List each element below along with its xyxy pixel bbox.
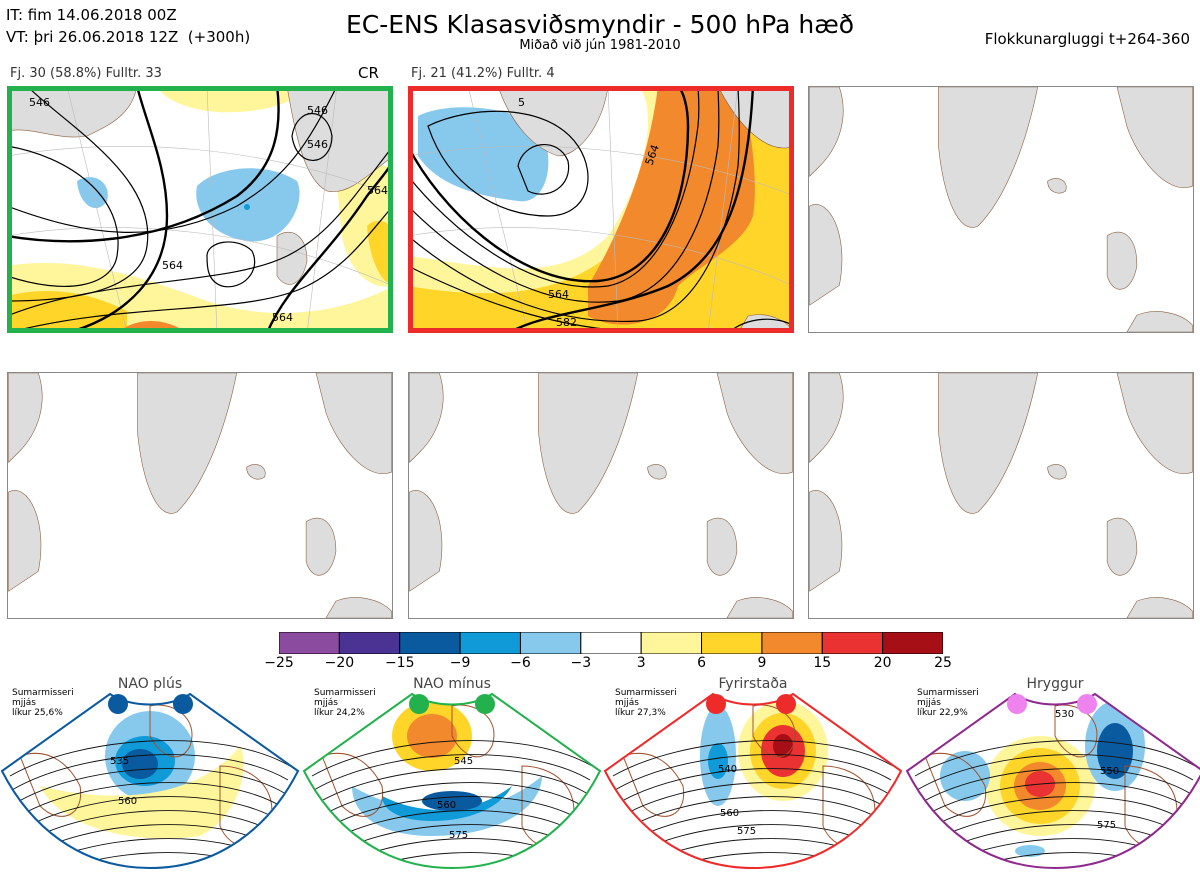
regime-thumbnail-1[interactable]: 535 560 xyxy=(0,676,300,871)
page-subtitle: Miðað við jún 1981-2010 xyxy=(519,38,681,53)
colorbar-tick-label: −20 xyxy=(324,655,355,671)
contour-label: 546 xyxy=(307,138,328,151)
regime-contour-label: 575 xyxy=(737,826,756,837)
colorbar-segment xyxy=(701,632,763,654)
contour-label: 564 xyxy=(548,288,569,301)
regime-thumbnail-2[interactable]: 545 560 575 xyxy=(302,676,602,871)
colorbar-tick-label: −9 xyxy=(449,655,471,671)
empty-map-panel[interactable] xyxy=(808,372,1194,619)
anomaly-colorbar xyxy=(279,632,943,654)
regime-contour-label: 540 xyxy=(718,764,737,775)
regime-likelihood: líkur 25,6% xyxy=(12,708,63,718)
regime-marker-dot xyxy=(475,694,495,714)
regime-marker-dot xyxy=(1007,694,1027,714)
colorbar-tick-label: −3 xyxy=(570,655,592,671)
colorbar-segment xyxy=(640,632,703,654)
regime-thumbnail-4[interactable]: 530 550 575 xyxy=(905,676,1200,871)
regime-contour-label: 560 xyxy=(118,796,137,807)
regime-contour-label: 550 xyxy=(1100,766,1119,777)
regime-name: Fyrirstaða xyxy=(718,676,788,692)
regime-frequency: mjjás xyxy=(314,698,338,708)
colorbar-segment xyxy=(882,632,943,654)
regime-marker-dot xyxy=(1077,694,1097,714)
regime-contour-label: 560 xyxy=(437,800,456,811)
empty-map-panel[interactable] xyxy=(7,372,393,619)
colorbar-tick-label: 20 xyxy=(873,655,892,671)
panel-1-tag: CR xyxy=(358,64,379,82)
colorbar-segment xyxy=(821,632,884,654)
panel-2-label: Fj. 21 (41.2%) Fulltr. 4 xyxy=(411,66,555,81)
regime-likelihood: líkur 22,9% xyxy=(917,708,968,718)
regime-name: NAO plús xyxy=(117,676,183,692)
forecast-times: IT: fim 14.06.2018 00Z VT: þri 26.06.201… xyxy=(6,4,250,48)
colorbar-tick-label: −25 xyxy=(264,655,294,671)
regime-likelihood: líkur 24,2% xyxy=(314,708,365,718)
regime-info: Sumarmisseri mjjás líkur 27,3% xyxy=(615,688,677,718)
panel-1-label: Fj. 30 (58.8%) Fulltr. 33 xyxy=(10,66,162,81)
init-time: IT: fim 14.06.2018 00Z xyxy=(6,6,177,24)
regime-marker-dot xyxy=(409,694,429,714)
contour-label: 546 xyxy=(29,96,50,109)
regime-contour-label: 560 xyxy=(720,808,739,819)
colorbar-tick-label: −15 xyxy=(384,655,415,671)
colorbar-tick-label: 25 xyxy=(934,655,952,671)
regime-season: Sumarmisseri xyxy=(615,688,677,698)
regime-info: Sumarmisseri mjjás líkur 24,2% xyxy=(314,688,376,718)
regime-contour-label: 530 xyxy=(1055,709,1074,720)
empty-map-panel[interactable] xyxy=(808,86,1194,333)
cluster-2-border xyxy=(408,86,794,333)
regime-contour-label: 575 xyxy=(1097,820,1116,831)
regime-marker-dot xyxy=(173,694,193,714)
regime-name: Hryggur xyxy=(1026,676,1084,692)
regime-season: Sumarmisseri xyxy=(12,688,74,698)
colorbar-segment xyxy=(761,632,823,654)
colorbar-segment xyxy=(459,632,521,654)
contour-label: 546 xyxy=(307,104,328,117)
contour-label: 564 xyxy=(367,184,388,197)
regime-marker-dot xyxy=(108,694,128,714)
valid-time: VT: þri 26.06.2018 12Z (+300h) xyxy=(6,28,251,46)
cluster-1-map[interactable]: 546 546 564 564 564 546 xyxy=(7,86,393,333)
cluster-1-border xyxy=(7,86,393,333)
page-title: EC-ENS Klasasviðsmyndir - 500 hPa hæð xyxy=(345,10,855,39)
colorbar-segment xyxy=(338,632,401,654)
regime-likelihood: líkur 27,3% xyxy=(615,708,666,718)
empty-map-panel[interactable] xyxy=(408,372,794,619)
regime-thumbnail-3[interactable]: 540 560 575 xyxy=(603,676,903,871)
colorbar-tick-label: 15 xyxy=(813,655,832,671)
colorbar-segment xyxy=(519,632,582,654)
contour-label: 582 xyxy=(556,316,577,329)
colorbar-tick-label: 6 xyxy=(697,655,706,671)
regime-info: Sumarmisseri mjjás líkur 25,6% xyxy=(12,688,74,718)
regime-frequency: mjjás xyxy=(917,698,941,708)
regime-contour-label: 545 xyxy=(454,756,473,767)
colorbar-segment xyxy=(580,632,642,654)
regime-name: NAO mínus xyxy=(413,676,491,692)
contour-label: 564 xyxy=(162,259,183,272)
regime-marker-dot xyxy=(706,694,726,714)
colorbar-tick-label: −6 xyxy=(510,655,531,671)
regime-contour-label: 535 xyxy=(110,756,129,767)
contour-label: 564 xyxy=(272,311,293,324)
contour-label: 5 xyxy=(518,96,525,109)
regime-info: Sumarmisseri mjjás líkur 22,9% xyxy=(917,688,979,718)
colorbar-tick-label: 9 xyxy=(757,655,767,671)
colorbar-tick-label: 3 xyxy=(636,655,646,671)
regime-marker-dot xyxy=(776,694,796,714)
cluster-2-map[interactable]: 564 582 564 5 xyxy=(408,86,794,333)
regime-season: Sumarmisseri xyxy=(917,688,979,698)
regime-contour-label: 575 xyxy=(449,830,468,841)
colorbar-segment xyxy=(399,632,461,654)
regime-frequency: mjjás xyxy=(615,698,639,708)
regime-season: Sumarmisseri xyxy=(314,688,376,698)
regime-frequency: mjjás xyxy=(12,698,36,708)
colorbar-segment xyxy=(279,632,340,654)
clustering-window: Flokkunargluggi t+264-360 xyxy=(984,30,1190,48)
